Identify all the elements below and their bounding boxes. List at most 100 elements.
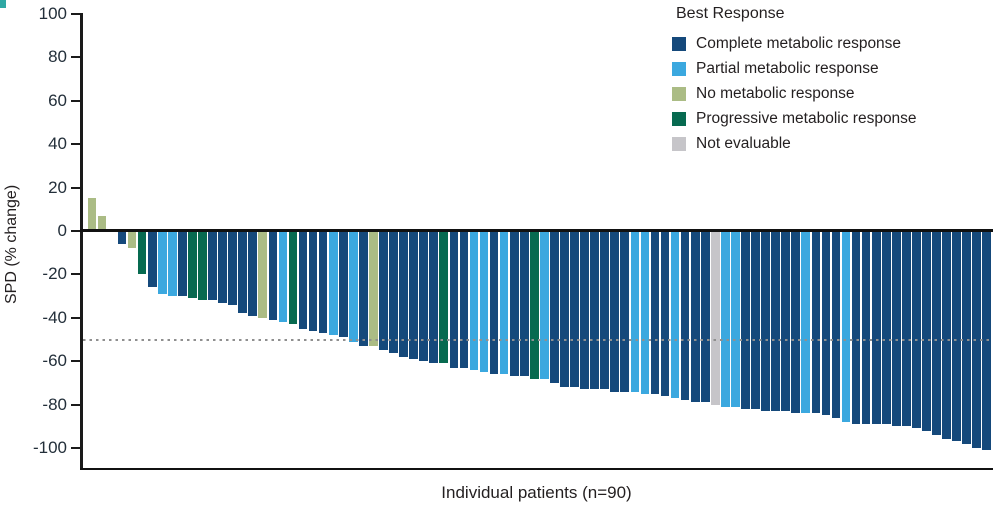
y-tick-label: -60 [42, 351, 67, 371]
patient-bar [922, 231, 931, 431]
y-tick-label: -40 [42, 307, 67, 327]
patient-bar [821, 231, 831, 416]
patient-bar [791, 231, 801, 414]
patient-bar [218, 231, 227, 303]
patient-bar [942, 231, 951, 440]
y-tick-label: 40 [48, 134, 67, 154]
patient-bar [529, 231, 539, 379]
legend-swatch-cmr [672, 36, 686, 51]
patient-bar [489, 231, 499, 375]
patient-bar [550, 231, 559, 383]
y-tick-label: -80 [42, 394, 67, 414]
patient-bar [519, 231, 529, 377]
y-tick-label: 80 [48, 47, 67, 67]
patient-bar [570, 231, 579, 388]
reference-line-minus50 [83, 339, 993, 341]
patient-bar [278, 231, 288, 323]
patient-bar [630, 231, 640, 392]
y-tick-mark [71, 186, 80, 189]
patient-bar [419, 231, 429, 362]
patient-bar [399, 231, 408, 357]
y-tick-mark [71, 230, 80, 232]
legend-item-pd: Progressive metabolic response [672, 106, 917, 131]
patient-bar [318, 231, 328, 333]
legend-item-ne: Not evaluable [672, 131, 917, 156]
patient-bar [962, 231, 972, 444]
patient-bar [127, 231, 137, 249]
patient-bar [801, 231, 811, 414]
y-tick-label: 60 [48, 90, 67, 110]
plot-bottom-border [80, 468, 993, 470]
y-tick-label: -20 [42, 264, 67, 284]
patient-bar [459, 231, 469, 368]
patient-bar [439, 231, 449, 364]
legend-item-nmr: No metabolic response [672, 81, 917, 106]
patient-bar [268, 231, 278, 320]
patient-bar [328, 231, 338, 336]
y-axis-line [80, 13, 83, 470]
patient-bar [208, 231, 217, 301]
y-tick-mark [71, 99, 80, 102]
patient-bar [87, 198, 97, 231]
patient-bar [781, 231, 791, 412]
patient-bar [137, 231, 147, 275]
patient-bar [851, 231, 861, 425]
patient-bar [721, 231, 730, 407]
patient-bar [590, 231, 599, 390]
patient-bar [348, 231, 358, 342]
patient-bar [228, 231, 237, 305]
patient-bar [258, 231, 268, 318]
patient-bar [117, 231, 127, 245]
patient-bar [811, 231, 821, 414]
patient-bar [178, 231, 187, 297]
patient-bar [932, 231, 941, 435]
patient-bar [680, 231, 690, 401]
patient-bar [690, 231, 700, 403]
patient-bar [359, 231, 368, 346]
legend-item-pmr: Partial metabolic response [672, 56, 917, 81]
patient-bar [97, 215, 107, 231]
legend-swatch-nmr [672, 86, 686, 101]
patient-bar [167, 231, 177, 297]
legend-title: Best Response [676, 5, 785, 22]
legend-swatch-pmr [672, 61, 686, 76]
zero-baseline [80, 229, 993, 232]
patient-bar [741, 231, 750, 409]
patient-bar [771, 231, 780, 412]
y-tick-label: -100 [32, 438, 67, 457]
patient-bar [700, 231, 710, 403]
patient-bar [147, 231, 157, 288]
patient-bar [429, 231, 439, 364]
patient-bar [660, 231, 670, 396]
patient-bar [902, 231, 911, 427]
patient-bar [761, 231, 770, 412]
patient-bar [650, 231, 660, 394]
patient-bar [670, 231, 680, 399]
y-tick-mark [71, 13, 80, 15]
legend-label: Partial metabolic response [696, 59, 879, 77]
panel-label-fragment [0, 0, 6, 8]
legend-swatch-ne [672, 136, 686, 151]
patient-bar [620, 231, 630, 392]
patient-bar [871, 231, 881, 425]
patient-bar [298, 231, 308, 329]
legend: Best Response Complete metabolic respons… [672, 5, 917, 156]
patient-bar [509, 231, 519, 377]
patient-bar [369, 231, 378, 346]
y-tick-label: 0 [57, 221, 67, 240]
y-tick-mark [71, 403, 80, 406]
y-tick-mark [71, 273, 80, 276]
patient-bar [841, 231, 851, 422]
y-tick-mark [71, 360, 80, 363]
patient-bar [379, 231, 388, 351]
patient-bar [409, 231, 418, 360]
patient-bar [560, 231, 569, 388]
patient-bar [469, 231, 479, 370]
patient-bar [449, 231, 459, 368]
legend-label: Complete metabolic response [696, 34, 902, 52]
patient-bar [288, 231, 298, 325]
x-axis-title: Individual patients (n=90) [441, 483, 632, 502]
patient-bar [308, 231, 318, 331]
y-tick-mark [71, 447, 80, 449]
